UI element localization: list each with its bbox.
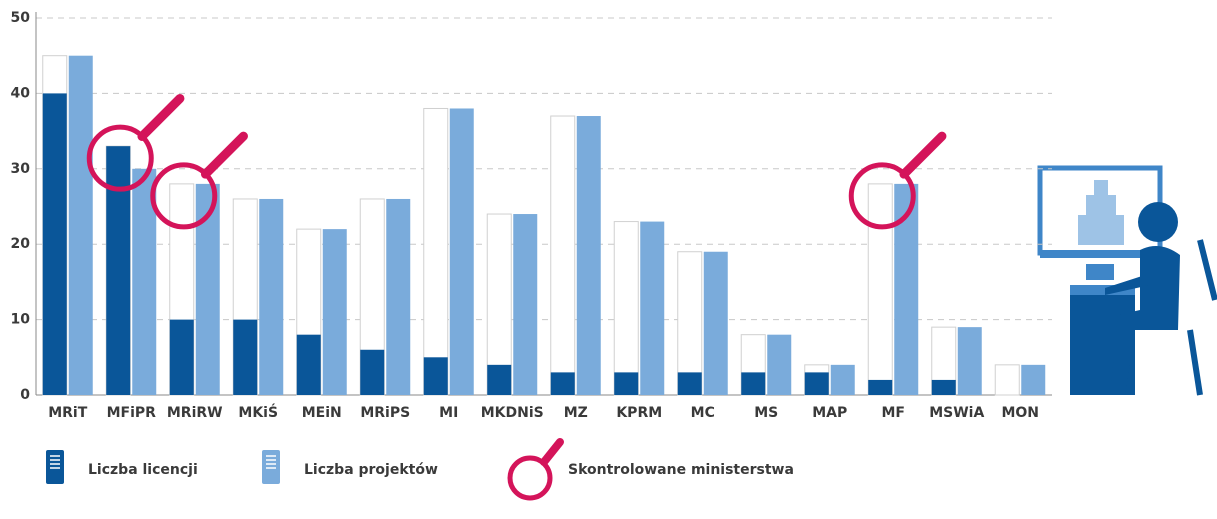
bar (678, 372, 702, 395)
y-tick-label: 40 (11, 85, 31, 101)
bar (767, 335, 791, 395)
bar (704, 252, 728, 395)
x-tick-label: MRiRW (167, 405, 223, 421)
y-tick-label: 20 (11, 236, 31, 252)
x-tick-label: MFiPR (107, 405, 157, 421)
bar (868, 380, 892, 395)
x-tick-label: MZ (564, 405, 588, 421)
bar (386, 199, 410, 395)
outline-bar (424, 108, 448, 395)
y-tick-label: 30 (11, 161, 31, 177)
y-tick-label: 10 (11, 312, 31, 328)
bar (513, 214, 537, 395)
chart: 0 10 20 30 40 50 MRiT MFiPR MRiRW MKiŚ MEiN MRiPS MI… (0, 0, 1217, 515)
legend-label: Skontrolowane ministerstwa (568, 462, 794, 478)
bar (106, 146, 130, 395)
legend-icon (544, 442, 560, 462)
bar (958, 327, 982, 395)
x-tick-label: KPRM (616, 405, 662, 421)
bar (450, 108, 474, 395)
bar (43, 93, 67, 395)
x-tick-label: MS (754, 405, 778, 421)
outline-bar (995, 365, 1019, 395)
bar (259, 199, 283, 395)
bar (932, 380, 956, 395)
bar (424, 357, 448, 395)
x-tick-label: MI (439, 405, 458, 421)
bar (831, 365, 855, 395)
bar (640, 222, 664, 395)
x-tick-label: MRiPS (360, 405, 410, 421)
bar (741, 372, 765, 395)
highlight-mark (904, 136, 942, 174)
x-tick-label: MEiN (302, 405, 342, 421)
bar (360, 350, 384, 395)
outline-bar (614, 222, 638, 395)
x-tick-label: MON (1001, 405, 1039, 421)
bar (69, 56, 93, 395)
x-tick-label: MC (691, 405, 715, 421)
outline-bar (551, 116, 575, 395)
x-tick-label: MAP (812, 405, 847, 421)
bar (577, 116, 601, 395)
bar (170, 320, 194, 395)
bar (1021, 365, 1045, 395)
bar (233, 320, 257, 395)
y-tick-label: 0 (20, 387, 30, 403)
bar (551, 372, 575, 395)
y-tick-label: 50 (11, 10, 31, 26)
outline-bar (868, 184, 892, 395)
legend-label: Liczba projektów (304, 462, 438, 478)
bar (297, 335, 321, 395)
x-tick-label: MRiT (48, 405, 88, 421)
legend-icon (46, 450, 64, 484)
x-tick-label: MF (882, 405, 906, 421)
legend-label: Liczba licencji (88, 462, 198, 478)
x-tick-label: MKiŚ (238, 403, 278, 421)
bar (323, 229, 347, 395)
highlight-mark (142, 98, 180, 136)
bar (487, 365, 511, 395)
bar (614, 372, 638, 395)
illustration (1040, 168, 1215, 395)
bar (805, 372, 829, 395)
x-tick-label: MSWiA (929, 405, 984, 421)
legend-icon (262, 450, 280, 484)
x-tick-label: MKDNiS (481, 405, 544, 421)
